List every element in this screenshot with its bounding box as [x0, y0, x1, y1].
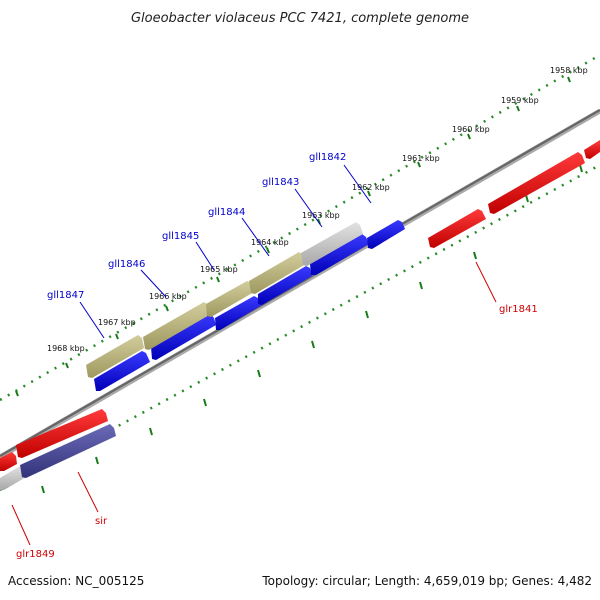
- genome-backbone: [0, 108, 600, 460]
- gene-arrow[interactable]: [310, 234, 369, 275]
- gene-label[interactable]: gll1846: [108, 259, 145, 270]
- gene-arrow[interactable]: [86, 335, 144, 378]
- map-title: Gloeobacter violaceus PCC 7421, complete…: [131, 11, 469, 26]
- gene-arrow[interactable]: [258, 266, 312, 305]
- gene-arrow[interactable]: [301, 222, 363, 266]
- gene-arrow[interactable]: [206, 281, 254, 317]
- forward-strand-genes: [0, 220, 405, 490]
- gene-arrow[interactable]: [143, 302, 211, 350]
- tick-label: 1962 kbp: [352, 183, 390, 192]
- gene-arrow[interactable]: [151, 313, 216, 360]
- scale-tick-labels: 1958 kbp 1959 kbp 1960 kbp 1961 kbp 1962…: [47, 66, 588, 353]
- tick-label: 1966 kbp: [149, 292, 187, 301]
- gene-arrow[interactable]: [94, 351, 150, 391]
- reverse-strand-genes: [0, 140, 600, 471]
- tick-label: 1961 kbp: [402, 154, 440, 163]
- tick-label: 1964 kbp: [251, 238, 289, 247]
- reverse-scale-track: [0, 163, 600, 492]
- gene-label[interactable]: gll1842: [309, 152, 346, 163]
- gene-arrow[interactable]: [488, 152, 585, 214]
- tick-label: 1963 kbp: [302, 211, 340, 220]
- tick-label: 1960 kbp: [452, 125, 490, 134]
- gene-arrow[interactable]: [367, 220, 405, 249]
- gene-arrow[interactable]: [584, 140, 600, 159]
- gene-arrow[interactable]: [20, 424, 116, 478]
- forward-scale-ticks: [15, 76, 571, 397]
- forward-gene-labels: gll1842 gll1843 gll1844 gll1845 gll1846 …: [47, 152, 346, 301]
- gene-arrow[interactable]: [249, 252, 306, 294]
- gene-arrow[interactable]: [0, 452, 17, 471]
- gene-label[interactable]: glr1849: [16, 549, 55, 560]
- tick-label: 1967 kbp: [98, 318, 136, 327]
- gene-arrow[interactable]: [215, 296, 262, 330]
- reverse-label-leaders: [11, 261, 497, 546]
- gene-label[interactable]: gll1843: [262, 177, 299, 188]
- reverse-gene-labels: glr1841 sir glr1849: [16, 304, 538, 560]
- tick-label: 1959 kbp: [501, 96, 539, 105]
- tick-label: 1968 kbp: [47, 344, 85, 353]
- gene-label[interactable]: sir: [95, 516, 108, 527]
- gene-arrow[interactable]: [0, 466, 26, 490]
- accession-text: Accession: NC_005125: [8, 574, 144, 588]
- gene-arrow[interactable]: [428, 209, 486, 248]
- tick-label: 1958 kbp: [550, 66, 588, 75]
- forward-scale-track: [0, 53, 600, 402]
- forward-label-leaders: [79, 164, 372, 339]
- gene-arrow[interactable]: [16, 409, 108, 458]
- tick-label: 1965 kbp: [200, 265, 238, 274]
- genome-summary-text: Topology: circular; Length: 4,659,019 bp…: [261, 574, 592, 588]
- gene-label[interactable]: gll1847: [47, 290, 84, 301]
- gene-label[interactable]: glr1841: [499, 304, 538, 315]
- gene-label[interactable]: gll1845: [162, 231, 199, 242]
- reverse-scale-ticks: [41, 164, 583, 494]
- gene-label[interactable]: gll1844: [208, 207, 245, 218]
